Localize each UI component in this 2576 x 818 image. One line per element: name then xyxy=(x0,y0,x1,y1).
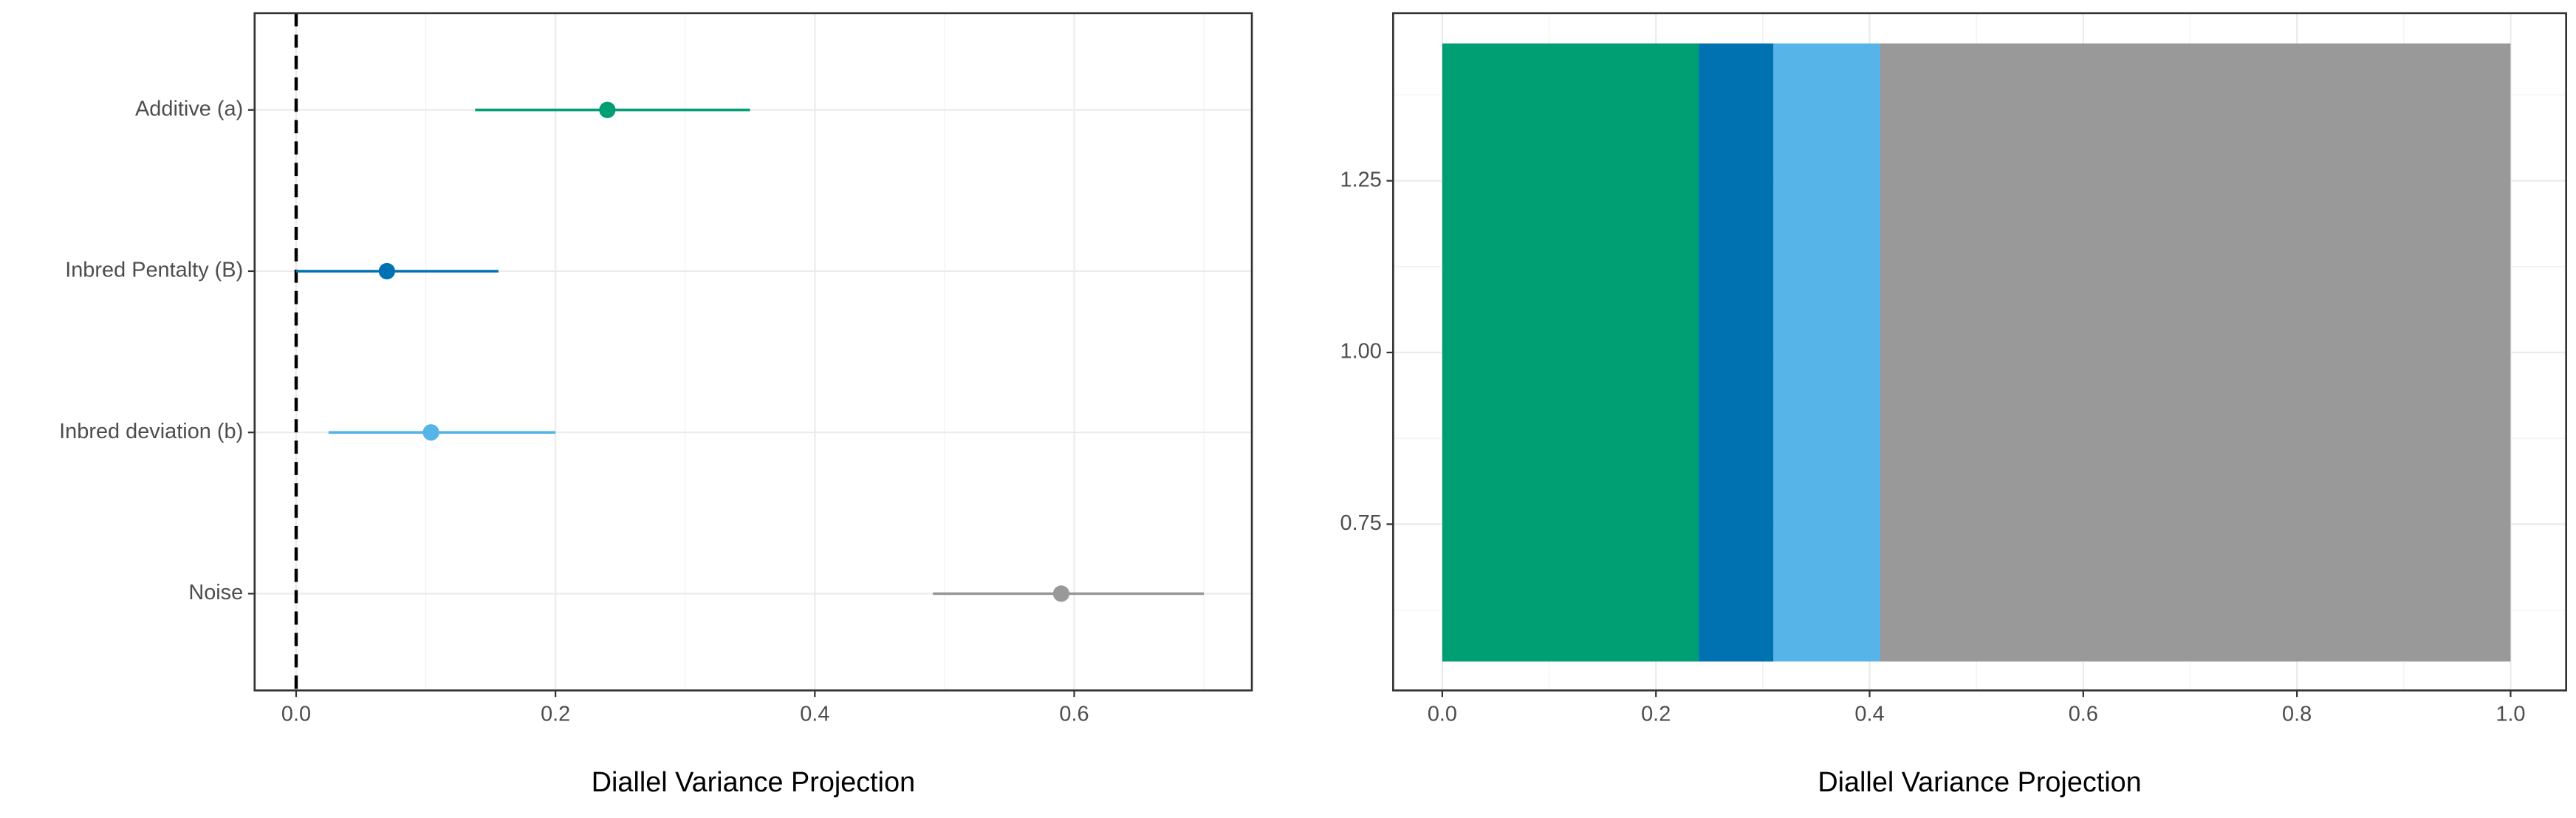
bar-segment xyxy=(1773,43,1880,662)
panel-border xyxy=(1392,12,2567,692)
x-tick-label: 0.8 xyxy=(2282,702,2312,726)
point xyxy=(599,101,616,118)
bar-segment xyxy=(1880,43,2511,662)
x-axis-title: Diallel Variance Projection xyxy=(592,767,915,798)
x-tick-label: 1.0 xyxy=(2496,702,2525,726)
point xyxy=(422,424,439,441)
point xyxy=(378,262,396,280)
x-tick-label: 0.0 xyxy=(1428,702,1457,726)
y-tick-label: Additive (a) xyxy=(135,97,243,120)
x-tick-label: 0.4 xyxy=(800,702,829,726)
bar-segment xyxy=(1442,43,1699,662)
x-tick-label: 0.6 xyxy=(2069,702,2098,726)
y-tick-label: Inbred deviation (b) xyxy=(59,420,243,443)
x-tick-label: 0.6 xyxy=(1059,702,1089,726)
y-tick-label: 0.75 xyxy=(1340,511,1382,535)
x-tick-label: 0.4 xyxy=(1854,702,1884,726)
x-tick-label: 0.2 xyxy=(1641,702,1671,726)
x-axis-title: Diallel Variance Projection xyxy=(1818,767,2141,798)
x-tick-label: 0.2 xyxy=(541,702,570,726)
y-tick-label: 1.00 xyxy=(1340,340,1382,364)
bar-segment xyxy=(1699,43,1774,662)
y-tick-label: Noise xyxy=(188,581,243,604)
panel-border xyxy=(253,12,1253,692)
y-tick-label: Inbred Pentalty (B) xyxy=(65,259,243,282)
x-tick-label: 0.0 xyxy=(281,702,311,726)
y-tick-label: 1.25 xyxy=(1340,168,1382,191)
point xyxy=(1052,585,1070,602)
